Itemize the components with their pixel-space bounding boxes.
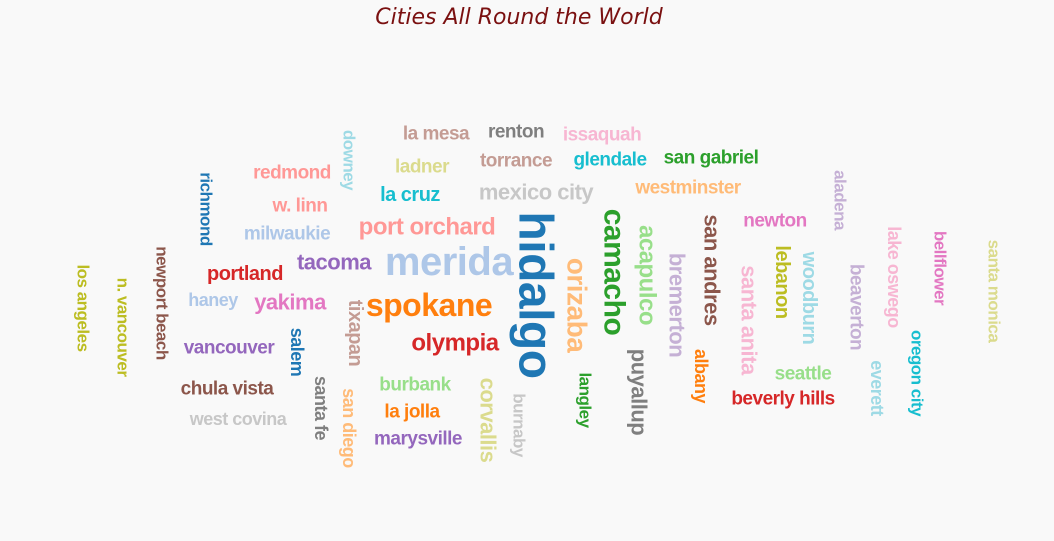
- word-glendale: glendale: [573, 150, 646, 171]
- word-vancouver: vancouver: [184, 338, 276, 359]
- word-santa-monica: santa monica: [985, 240, 1004, 344]
- word-burbank: burbank: [379, 375, 451, 396]
- word-santa-fe: santa fe: [311, 376, 331, 441]
- word-oregon-city: oregon city: [908, 330, 927, 417]
- word-richmond: richmond: [197, 172, 216, 246]
- word-newton: newton: [743, 211, 807, 232]
- word-merida: merida: [385, 240, 514, 284]
- word-everett: everett: [867, 360, 887, 416]
- chart-title: Cities All Round the World: [375, 5, 664, 30]
- word-olympia: olympia: [411, 330, 499, 357]
- word-westminster: westminster: [634, 178, 741, 199]
- word-tacoma: tacoma: [297, 250, 372, 275]
- word-milwaukie: milwaukie: [244, 224, 330, 245]
- word-san-gabriel: san gabriel: [664, 148, 759, 169]
- word-yakima: yakima: [254, 290, 327, 315]
- word-chula-vista: chula vista: [181, 379, 275, 400]
- word-burnaby: burnaby: [510, 393, 529, 458]
- word-spokane: spokane: [366, 287, 492, 323]
- word-bellflower: bellflower: [931, 231, 950, 306]
- word-tixapan: tixapan: [344, 300, 366, 367]
- word-la-mesa: la mesa: [403, 124, 470, 145]
- word-redmond: redmond: [253, 163, 331, 184]
- word-marysville: marysville: [374, 429, 462, 450]
- word-santa-anita: santa anita: [737, 265, 762, 376]
- word-ladner: ladner: [395, 157, 450, 178]
- word-san-andres: san andres: [700, 214, 725, 325]
- word-san-diego: san diego: [339, 388, 359, 468]
- word-salem: salem: [287, 328, 307, 377]
- word-port-orchard: port orchard: [359, 214, 496, 241]
- word-orizaba: orizaba: [562, 258, 593, 353]
- word-hidalgo: hidalgo: [509, 211, 562, 378]
- word-lebanon: lebanon: [771, 245, 793, 318]
- word-seattle: seattle: [775, 364, 832, 385]
- word-albany: albany: [691, 349, 711, 404]
- word-los-angeles: los angeles: [74, 264, 93, 351]
- word-corvallis: corvallis: [476, 378, 501, 463]
- word-mexico-city: mexico city: [479, 180, 595, 205]
- word-portland: portland: [207, 263, 283, 285]
- word-puyallup: puyallup: [627, 349, 652, 436]
- word-lake-oswego: lake oswego: [884, 226, 904, 328]
- word-beverly-hills: beverly hills: [731, 389, 834, 410]
- word-beaverton: beaverton: [846, 264, 867, 350]
- word-la-cruz: la cruz: [380, 184, 440, 206]
- word-n-vancouver: n. vancouver: [114, 278, 133, 378]
- word-woodburn: woodburn: [798, 251, 820, 345]
- word-torrance: torrance: [480, 151, 552, 172]
- word-w-linn: w. linn: [272, 196, 328, 217]
- word-langley: langley: [576, 372, 595, 428]
- word-bremerton: bremerton: [665, 253, 690, 357]
- word-camacho: camacho: [598, 209, 631, 336]
- word-west-covina: west covina: [189, 409, 288, 429]
- word-haney: haney: [188, 290, 238, 310]
- word-downey: downey: [340, 130, 359, 191]
- word-la-jolla: la jolla: [384, 402, 440, 423]
- word-acapulco: acapulco: [634, 225, 661, 325]
- word-newport-beach: newport beach: [153, 246, 172, 360]
- word-issaquah: issaquah: [563, 125, 641, 146]
- word-renton: renton: [488, 122, 544, 143]
- word-aladena: aladena: [831, 170, 850, 231]
